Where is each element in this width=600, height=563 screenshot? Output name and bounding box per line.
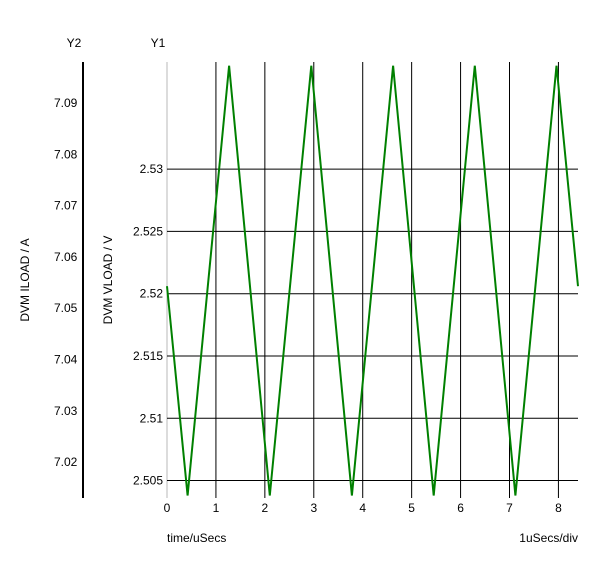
x-tick-label: 6: [457, 501, 464, 515]
y2-tick-label: 7.09: [54, 96, 78, 110]
y2-tick-label: 7.04: [54, 353, 78, 367]
grid: [166, 62, 578, 498]
y1-tick-labels: 2.505 2.51 2.515 2.52 2.525 2.53: [133, 162, 163, 487]
x-tick-label: 1: [213, 501, 220, 515]
x-tick-label: 7: [506, 501, 513, 515]
y1-tick-label: 2.51: [140, 411, 164, 425]
x-tick-label: 2: [262, 501, 269, 515]
y1-axis-label: DVM VLOAD / V: [101, 236, 115, 325]
y2-axis-header: Y2: [67, 36, 82, 50]
y2-tick-label: 7.07: [54, 199, 78, 213]
y1-axis-header: Y1: [151, 36, 166, 50]
x-tick-label: 8: [555, 501, 562, 515]
x-tick-label: 5: [408, 501, 415, 515]
series-layer: [166, 65, 579, 496]
y2-axis-label: DVM ILOAD / A: [18, 238, 32, 321]
x-tick-label: 3: [310, 501, 317, 515]
y1-tick-label: 2.53: [140, 162, 164, 176]
y2-tick-label: 7.02: [54, 455, 78, 469]
x-tick-label: 0: [164, 501, 171, 515]
y2-tick-label: 7.06: [54, 250, 78, 264]
y2-tick-labels: 7.02 7.03 7.04 7.05 7.06 7.07 7.08 7.09: [54, 96, 78, 469]
y1-tick-label: 2.525: [133, 224, 163, 238]
x-tick-label: 4: [359, 501, 366, 515]
y1-tick-label: 2.515: [133, 349, 163, 363]
y2-tick-label: 7.05: [54, 301, 78, 315]
y1-tick-label: 2.505: [133, 474, 163, 488]
y2-tick-label: 7.08: [54, 147, 78, 161]
y2-tick-label: 7.03: [54, 404, 78, 418]
x-axis-scale-label: 1uSecs/div: [519, 531, 578, 545]
x-axis-label: time/uSecs: [167, 531, 226, 545]
series-line: [166, 65, 579, 496]
x-tick-labels: 0 1 2 3 4 5 6 7 8: [164, 501, 562, 515]
y1-tick-label: 2.52: [140, 287, 164, 301]
